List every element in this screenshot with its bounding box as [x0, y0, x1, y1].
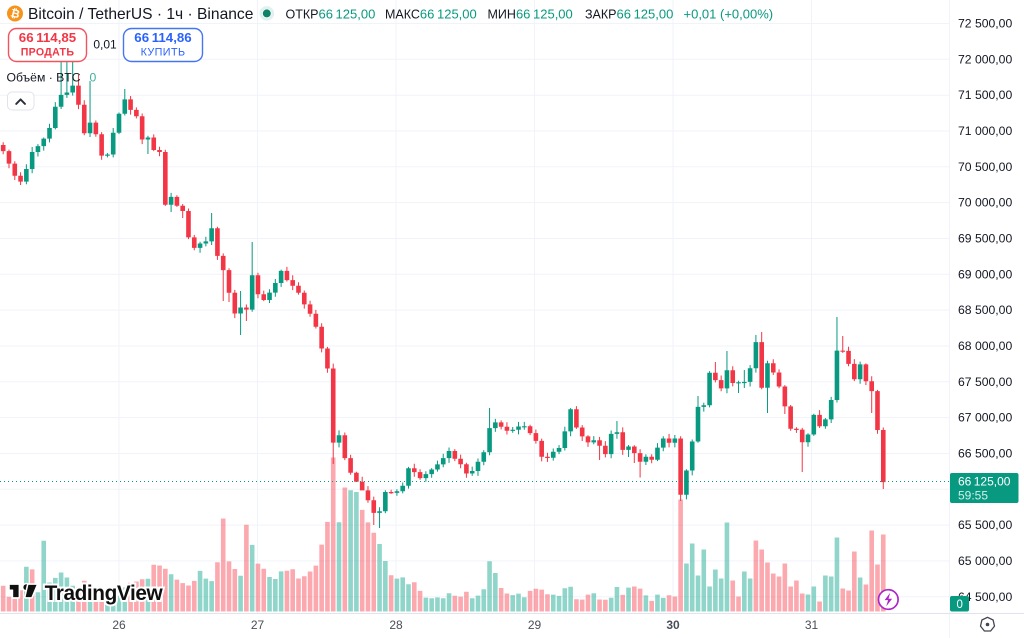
svg-text:ОТКР66 125,00: ОТКР66 125,00: [286, 7, 376, 22]
svg-text:64 500,00: 64 500,00: [958, 590, 1012, 604]
svg-text:67 500,00: 67 500,00: [958, 375, 1012, 389]
svg-text:КУПИТЬ: КУПИТЬ: [141, 47, 186, 59]
svg-text:26: 26: [112, 618, 126, 632]
svg-text:0,01: 0,01: [93, 38, 117, 52]
svg-text:Bitcoin / TetherUS · 1ч · Bina: Bitcoin / TetherUS · 1ч · Binance: [28, 6, 253, 23]
svg-text:68 500,00: 68 500,00: [958, 303, 1012, 317]
svg-text:66 114,86: 66 114,86: [134, 30, 191, 45]
svg-text:МИН66 125,00: МИН66 125,00: [488, 7, 573, 22]
svg-text:0: 0: [90, 70, 97, 84]
svg-text:71 500,00: 71 500,00: [958, 88, 1012, 102]
svg-text:29: 29: [528, 618, 542, 632]
svg-text:69 500,00: 69 500,00: [958, 232, 1012, 246]
svg-text:₿: ₿: [9, 7, 21, 21]
svg-text:27: 27: [251, 618, 265, 632]
svg-text:66 114,85: 66 114,85: [19, 30, 77, 45]
svg-text:66 125,00: 66 125,00: [958, 475, 1011, 489]
svg-text:70 000,00: 70 000,00: [958, 196, 1012, 210]
svg-text:МАКС66 125,00: МАКС66 125,00: [385, 7, 477, 22]
svg-text:30: 30: [666, 618, 680, 632]
svg-text:66 500,00: 66 500,00: [958, 447, 1012, 461]
svg-text:71 000,00: 71 000,00: [958, 124, 1012, 138]
svg-text:Объём · BTC: Объём · BTC: [7, 70, 81, 84]
svg-text:28: 28: [389, 618, 403, 632]
svg-text:0: 0: [957, 599, 963, 611]
svg-text:+0,01 (+0,00%): +0,01 (+0,00%): [684, 7, 774, 22]
svg-text:TradingView: TradingView: [45, 582, 164, 605]
svg-text:70 500,00: 70 500,00: [958, 160, 1012, 174]
svg-text:31: 31: [805, 618, 819, 632]
svg-text:68 000,00: 68 000,00: [958, 339, 1012, 353]
svg-text:67 000,00: 67 000,00: [958, 411, 1012, 425]
svg-text:ПРОДАТЬ: ПРОДАТЬ: [21, 47, 75, 59]
svg-text:59:55: 59:55: [958, 489, 988, 503]
svg-text:65 000,00: 65 000,00: [958, 554, 1012, 568]
svg-text:69 000,00: 69 000,00: [958, 267, 1012, 281]
svg-text:ЗАКР66 125,00: ЗАКР66 125,00: [585, 7, 673, 22]
svg-text:65 500,00: 65 500,00: [958, 518, 1012, 532]
svg-text:72 000,00: 72 000,00: [958, 52, 1012, 66]
svg-text:72 500,00: 72 500,00: [958, 17, 1012, 31]
